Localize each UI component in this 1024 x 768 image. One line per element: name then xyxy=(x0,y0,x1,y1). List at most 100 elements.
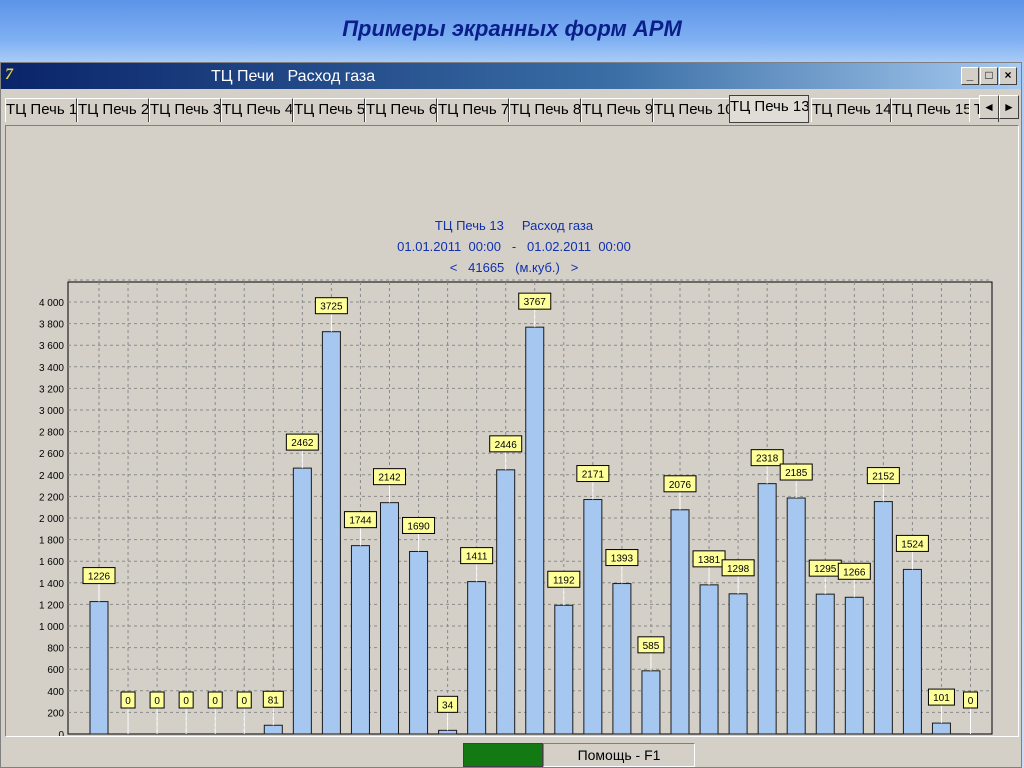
data-label-box xyxy=(518,292,552,310)
data-label-box xyxy=(637,636,665,654)
data-label-box xyxy=(866,467,900,485)
y-tick-label: 3 400 xyxy=(39,363,64,374)
data-label-box xyxy=(460,547,494,565)
bar xyxy=(612,583,632,735)
chart-header-line2: 01.01.2011 00:00 - 01.02.2011 00:00 xyxy=(397,239,631,254)
data-label-box xyxy=(927,688,955,706)
data-label-box xyxy=(149,691,165,709)
data-label-box xyxy=(437,695,459,713)
data-label: 1411 xyxy=(466,552,488,563)
y-tick-label: 4 000 xyxy=(39,298,64,309)
maximize-button[interactable]: □ xyxy=(980,67,998,85)
data-label-box xyxy=(178,691,194,709)
data-label: 3725 xyxy=(320,302,343,313)
bar xyxy=(815,593,835,735)
data-label: 1393 xyxy=(611,554,634,565)
data-label: 1381 xyxy=(698,555,721,566)
data-label-box xyxy=(207,691,223,709)
y-tick-label: 3 600 xyxy=(39,341,64,352)
bar xyxy=(931,722,951,735)
data-label: 1524 xyxy=(901,539,924,550)
data-label: 2142 xyxy=(378,473,401,484)
bars xyxy=(89,326,980,735)
bar xyxy=(641,670,661,735)
data-label-box xyxy=(262,690,284,708)
tab-8[interactable]: ТЦ Печь 8 xyxy=(509,98,581,122)
tab-3[interactable]: ТЦ Печь 3 xyxy=(149,98,221,122)
tab-13[interactable]: ТЦ Печь 15 xyxy=(891,98,971,122)
tab-6[interactable]: ТЦ Печь 6 xyxy=(365,98,437,122)
help-hint[interactable]: Помощь - F1 xyxy=(543,743,695,767)
y-axis: 0 200 400 600 800 1 000 1 200 1 400 1 600 1 800 2 … xyxy=(39,298,64,741)
y-tick-label: 400 xyxy=(47,687,64,698)
y-tick-label: 2 800 xyxy=(39,428,64,439)
data-label-box xyxy=(692,550,726,568)
tab-scroll-left-button[interactable]: ◄ xyxy=(979,95,999,119)
y-tick-label: 1 200 xyxy=(39,600,64,611)
tab-2[interactable]: ТЦ Печь 2 xyxy=(77,98,149,122)
tab-12[interactable]: ТЦ Печь 14 xyxy=(811,98,891,122)
y-tick-label: 2 600 xyxy=(39,449,64,460)
data-label-box xyxy=(895,534,929,552)
tab-7[interactable]: ТЦ Печь 7 xyxy=(437,98,509,122)
tab-9[interactable]: ТЦ Печь 9 xyxy=(581,98,653,122)
tab-5[interactable]: ТЦ Печь 5 xyxy=(293,98,365,122)
data-label: 2462 xyxy=(291,438,314,449)
data-label: 0 xyxy=(183,696,189,707)
data-label: 2152 xyxy=(872,472,895,483)
bar xyxy=(380,502,399,735)
data-label-box xyxy=(285,433,319,451)
tab-11[interactable]: ТЦ Печь 13 xyxy=(729,95,809,123)
data-label: 81 xyxy=(268,695,280,706)
gas-consumption-chart: ТЦ Печь 13 Расход газа 01.01.2011 00:00 … xyxy=(39,218,993,768)
bar xyxy=(525,326,545,735)
furnace-tabs: ТЦ Печь 1 ТЦ Печь 2 ТЦ Печь 3 ТЦ Печь 4 ТЦ П… xyxy=(5,95,1021,123)
data-label: 2446 xyxy=(495,440,518,451)
data-label-box xyxy=(120,691,136,709)
bar xyxy=(554,604,574,735)
y-tick-label: 1 400 xyxy=(39,579,64,590)
y-tick-label: 3 200 xyxy=(39,384,64,395)
bar xyxy=(844,596,864,735)
data-label: 2318 xyxy=(756,454,779,465)
data-label: 1298 xyxy=(727,564,750,575)
data-labels: 1226 0 0 0 0 0 81 2462 3725 1744 2142 1690 34 1411 244… xyxy=(82,292,978,734)
y-tick-label: 1 000 xyxy=(39,622,64,633)
data-label: 1192 xyxy=(553,575,575,586)
minimize-button[interactable]: _ xyxy=(961,67,979,85)
chart-panel: ТЦ Печь 13 Расход газа 01.01.2011 00:00 … xyxy=(5,125,1019,768)
bar xyxy=(670,509,690,735)
tab-scroll-controls: ◄ ► xyxy=(979,95,1019,119)
bar xyxy=(873,501,893,735)
bar xyxy=(438,729,458,735)
tab-scroll-right-button[interactable]: ► xyxy=(999,95,1019,119)
data-label: 2171 xyxy=(582,470,605,481)
tab-10[interactable]: ТЦ Печь 10 xyxy=(653,98,733,122)
bar xyxy=(699,584,719,735)
data-label-box xyxy=(663,475,697,493)
window-titlebar[interactable]: 7 ТЦ Печи Расход газа _ □ × xyxy=(1,63,1021,89)
bar xyxy=(321,331,341,735)
data-label: 0 xyxy=(968,696,974,707)
slide-title: Примеры экранных форм АРМ xyxy=(342,16,682,41)
data-label-box xyxy=(750,449,784,467)
data-label: 585 xyxy=(643,641,660,652)
data-label: 0 xyxy=(154,696,160,707)
bar xyxy=(467,581,487,735)
tab-1[interactable]: ТЦ Печь 1 xyxy=(5,98,77,122)
tab-4[interactable]: ТЦ Печь 4 xyxy=(221,98,293,122)
data-label-box xyxy=(576,465,610,483)
data-label: 34 xyxy=(442,700,454,711)
data-label-box xyxy=(547,570,581,588)
bar xyxy=(728,593,748,735)
data-label: 1690 xyxy=(407,521,430,532)
bar xyxy=(409,550,429,735)
close-button[interactable]: × xyxy=(999,67,1017,85)
bar xyxy=(89,601,109,735)
data-label-box xyxy=(605,549,639,567)
bar xyxy=(292,467,312,735)
y-tick-label: 1 800 xyxy=(39,536,64,547)
data-label: 1744 xyxy=(349,516,372,527)
y-tick-label: 2 200 xyxy=(39,492,64,503)
bar xyxy=(786,497,806,735)
